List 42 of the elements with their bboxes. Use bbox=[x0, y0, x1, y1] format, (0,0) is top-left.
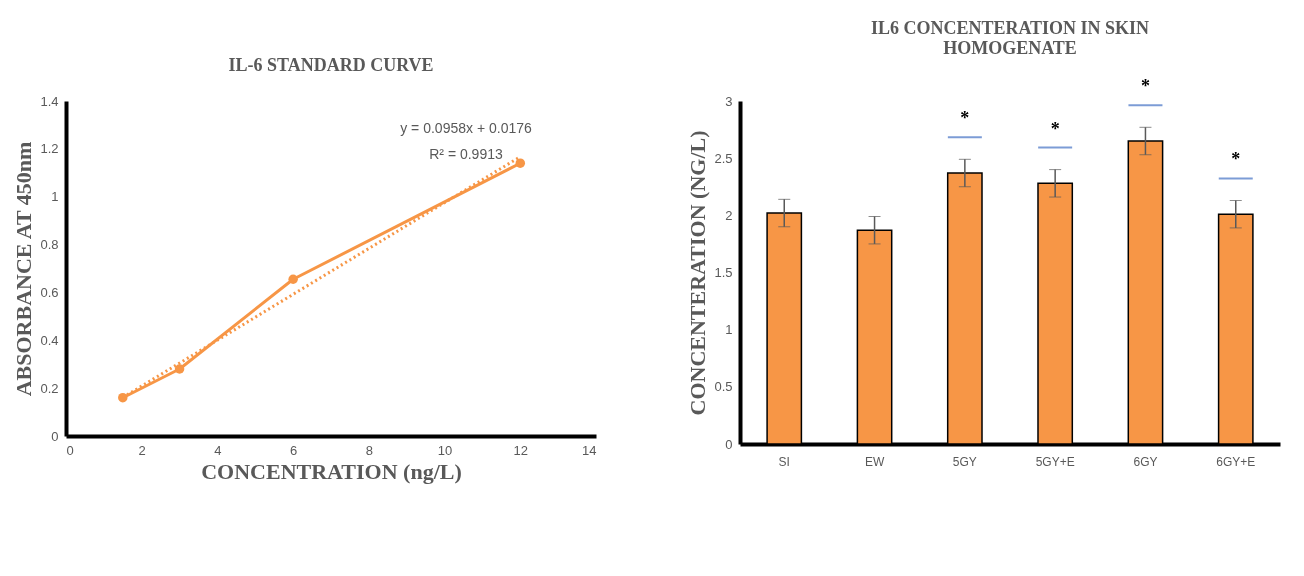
y-tick-label: 1.5 bbox=[714, 265, 733, 280]
y-tick-label: 0.2 bbox=[40, 380, 59, 396]
y-tick-label: 1.4 bbox=[40, 93, 59, 109]
y-tick-label: 0 bbox=[51, 428, 59, 444]
x-tick-label: 5GY+E bbox=[1035, 454, 1075, 469]
y-tick-label: 0.5 bbox=[714, 379, 733, 395]
x-tick-label: 6GY+E bbox=[1216, 454, 1256, 469]
y-tick-label: 1 bbox=[725, 322, 733, 338]
x-tick-label: 5GY bbox=[952, 454, 977, 469]
annotation: y = 0.0958x + 0.0176 bbox=[400, 120, 532, 136]
y-tick-label: 2.5 bbox=[714, 150, 733, 166]
point bbox=[515, 158, 526, 168]
x-axis-title: CONCENTRATION (ng/L) bbox=[201, 458, 462, 484]
point bbox=[174, 364, 185, 374]
y-tick-label: 1.2 bbox=[40, 141, 59, 157]
y-axis-title: CONCENTERATION (NG/L) bbox=[685, 130, 711, 416]
x-tick-label: 4 bbox=[214, 442, 222, 458]
y-tick-label: 0.6 bbox=[40, 284, 59, 300]
x-tick-label: 2 bbox=[138, 442, 146, 458]
y-tick-label: 2 bbox=[725, 207, 733, 223]
x-tick-label: 14 bbox=[582, 442, 597, 458]
point bbox=[288, 274, 298, 284]
x-tick-label: 0 bbox=[66, 442, 74, 458]
x-tick-label: SI bbox=[778, 454, 790, 469]
x-tick-label: 10 bbox=[437, 442, 453, 458]
annotation: R² = 0.9913 bbox=[429, 146, 503, 162]
y-tick-label: 1 bbox=[51, 189, 59, 205]
annotation: * bbox=[1140, 76, 1150, 97]
x-tick-label: 12 bbox=[513, 442, 529, 458]
y-tick-label: 0.4 bbox=[40, 332, 59, 348]
x-tick-label: EW bbox=[864, 454, 885, 469]
chart-title: IL6 CONCENTERATION IN SKIN HOMOGENATE bbox=[870, 18, 1150, 59]
x-tick-label: 8 bbox=[365, 442, 373, 458]
y-axis-title: ABSORBANCE AT 450nm bbox=[11, 141, 37, 397]
annotation: * bbox=[960, 108, 970, 129]
y-tick-label: 0.8 bbox=[40, 237, 59, 253]
annotation: * bbox=[1231, 149, 1241, 170]
x-tick-label: 6GY bbox=[1133, 454, 1158, 469]
x-tick-label: 6 bbox=[290, 442, 298, 458]
chart-title: IL-6 STANDARD CURVE bbox=[228, 55, 434, 75]
annotation: * bbox=[1050, 118, 1060, 139]
y-tick-label: 3 bbox=[725, 93, 733, 109]
